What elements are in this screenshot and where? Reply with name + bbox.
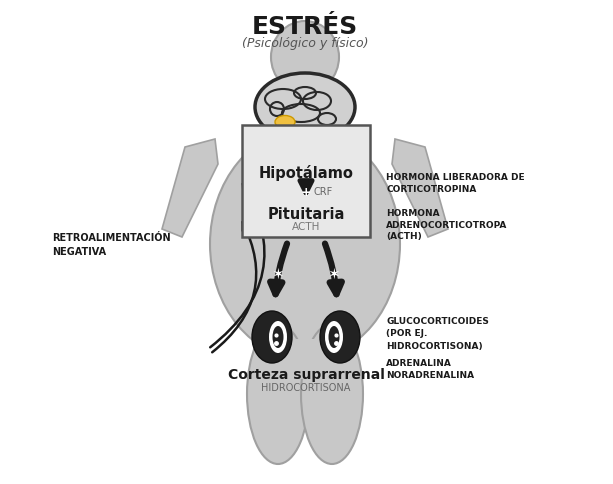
- Text: NEGATIVA: NEGATIVA: [52, 246, 106, 257]
- Text: ESTRÉS: ESTRÉS: [252, 15, 358, 39]
- Text: ✶: ✶: [272, 266, 284, 281]
- Ellipse shape: [252, 311, 292, 363]
- Text: ACTH: ACTH: [292, 222, 320, 231]
- Text: +: +: [301, 186, 311, 199]
- Ellipse shape: [301, 324, 363, 464]
- FancyBboxPatch shape: [242, 126, 370, 238]
- Text: Hipotálamo: Hipotálamo: [259, 165, 354, 181]
- Text: ADRENOCORTICOTROPA: ADRENOCORTICOTROPA: [386, 220, 508, 229]
- Text: CORTICOTROPINA: CORTICOTROPINA: [386, 185, 476, 194]
- Ellipse shape: [325, 321, 343, 353]
- Polygon shape: [162, 140, 218, 238]
- FancyBboxPatch shape: [296, 130, 314, 154]
- Ellipse shape: [255, 74, 355, 142]
- Text: (POR EJ.: (POR EJ.: [386, 329, 427, 338]
- Text: CRF: CRF: [313, 187, 332, 197]
- Text: Corteza suprarrenal: Corteza suprarrenal: [227, 367, 384, 381]
- Ellipse shape: [329, 326, 340, 348]
- Ellipse shape: [247, 324, 309, 464]
- Text: NORADRENALINA: NORADRENALINA: [386, 371, 474, 380]
- Text: RETROALIMENTACIÓN: RETROALIMENTACIÓN: [52, 232, 170, 242]
- Polygon shape: [392, 140, 448, 238]
- Ellipse shape: [271, 22, 339, 94]
- Text: HIDROCORTISONA): HIDROCORTISONA): [386, 341, 482, 350]
- Text: (Psicológico y físico): (Psicológico y físico): [242, 37, 368, 50]
- Text: (ACTH): (ACTH): [386, 232, 422, 241]
- Ellipse shape: [269, 321, 287, 353]
- Text: ADRENALINA: ADRENALINA: [386, 359, 452, 368]
- Text: HIDROCORTISONA: HIDROCORTISONA: [261, 382, 351, 392]
- Polygon shape: [285, 92, 325, 120]
- Polygon shape: [260, 339, 350, 379]
- Text: GLUCOCORTICOIDES: GLUCOCORTICOIDES: [386, 317, 489, 326]
- Ellipse shape: [320, 311, 360, 363]
- Text: Pituitaria: Pituitaria: [267, 207, 345, 222]
- Ellipse shape: [275, 116, 295, 129]
- Ellipse shape: [273, 326, 283, 348]
- Text: ✶: ✶: [327, 266, 340, 281]
- Text: HORMONA LIBERADORA DE: HORMONA LIBERADORA DE: [386, 173, 525, 182]
- Ellipse shape: [210, 130, 400, 359]
- Text: HORMONA: HORMONA: [386, 208, 440, 217]
